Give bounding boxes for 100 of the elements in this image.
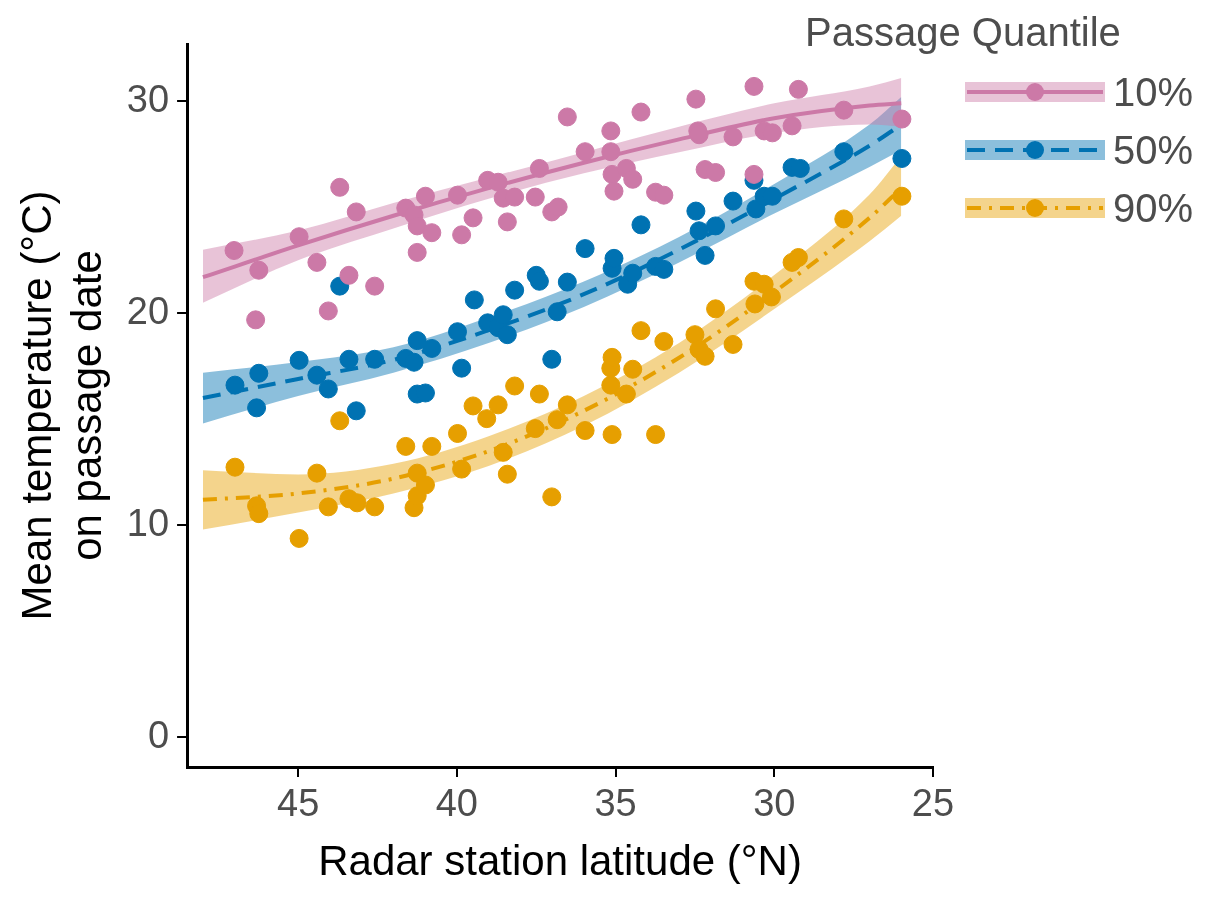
point — [452, 459, 472, 479]
point — [623, 359, 643, 379]
point — [493, 305, 513, 325]
point — [505, 187, 525, 207]
point — [646, 425, 666, 445]
point — [422, 223, 442, 243]
point — [225, 375, 245, 395]
point — [788, 79, 808, 99]
point — [347, 493, 367, 513]
point — [892, 109, 912, 129]
point — [706, 299, 726, 319]
point — [452, 225, 472, 245]
point — [318, 497, 338, 517]
point — [547, 302, 567, 322]
point — [404, 352, 424, 372]
point — [575, 239, 595, 259]
point — [307, 365, 327, 385]
point — [745, 294, 765, 314]
point — [547, 410, 567, 430]
point — [631, 321, 651, 341]
point — [529, 271, 549, 291]
point — [318, 301, 338, 321]
point — [623, 169, 643, 189]
y-tick-label: 30 — [126, 77, 170, 120]
point — [601, 142, 621, 162]
point — [497, 325, 517, 345]
point — [339, 265, 359, 285]
point — [497, 464, 517, 484]
point — [575, 142, 595, 162]
point — [601, 375, 621, 395]
point — [706, 162, 726, 182]
point — [307, 252, 327, 272]
x-axis-title: Radar station latitude (°N) — [318, 837, 802, 885]
point — [407, 242, 427, 262]
point — [542, 349, 562, 369]
point — [834, 100, 854, 120]
point — [318, 379, 338, 399]
point — [529, 158, 549, 178]
point — [623, 263, 643, 283]
point — [330, 411, 350, 431]
point — [602, 425, 622, 445]
point — [706, 216, 726, 236]
legend-label: 50% — [1113, 127, 1194, 173]
point — [525, 187, 545, 207]
point — [307, 463, 327, 483]
x-tick-label: 40 — [435, 782, 479, 825]
point — [330, 177, 350, 197]
point — [493, 442, 513, 462]
point — [654, 185, 674, 205]
point — [448, 423, 468, 443]
x-tick-label: 30 — [753, 782, 796, 825]
point — [225, 457, 245, 477]
point — [448, 322, 468, 342]
point — [289, 227, 309, 247]
point — [616, 384, 636, 404]
point — [415, 186, 435, 206]
point — [448, 185, 468, 205]
legend-label: 10% — [1113, 69, 1194, 115]
point — [788, 248, 808, 268]
y-axis-title: Mean temperature (°C) on passage date — [12, 190, 111, 621]
point — [289, 528, 309, 548]
point — [557, 272, 577, 292]
point — [339, 349, 359, 369]
line-series — [200, 101, 904, 280]
point — [602, 347, 622, 367]
point — [557, 107, 577, 127]
point — [892, 148, 912, 168]
point — [744, 76, 764, 96]
point — [525, 419, 545, 439]
x-tick-label: 35 — [594, 782, 637, 825]
point — [422, 338, 442, 358]
point — [834, 209, 854, 229]
point — [834, 142, 854, 162]
point — [529, 384, 549, 404]
point — [631, 102, 651, 122]
point — [782, 116, 802, 136]
point — [365, 349, 385, 369]
point — [631, 215, 651, 235]
point — [723, 334, 743, 354]
point — [365, 497, 385, 517]
point — [654, 259, 674, 279]
point — [247, 398, 267, 418]
point — [542, 487, 562, 507]
legend-label: 90% — [1113, 185, 1194, 231]
point — [575, 421, 595, 441]
point — [505, 376, 525, 396]
point — [477, 409, 497, 429]
x-tick-label: 25 — [911, 782, 955, 825]
point — [407, 331, 427, 351]
y-tick-label: 20 — [126, 289, 170, 332]
point — [415, 475, 435, 495]
y-tick-label: 10 — [126, 501, 170, 544]
point — [246, 310, 266, 330]
point — [548, 197, 568, 217]
point — [365, 276, 385, 296]
point — [892, 186, 912, 206]
point — [396, 436, 416, 456]
point — [557, 395, 577, 415]
point — [723, 191, 743, 211]
point — [695, 245, 715, 265]
